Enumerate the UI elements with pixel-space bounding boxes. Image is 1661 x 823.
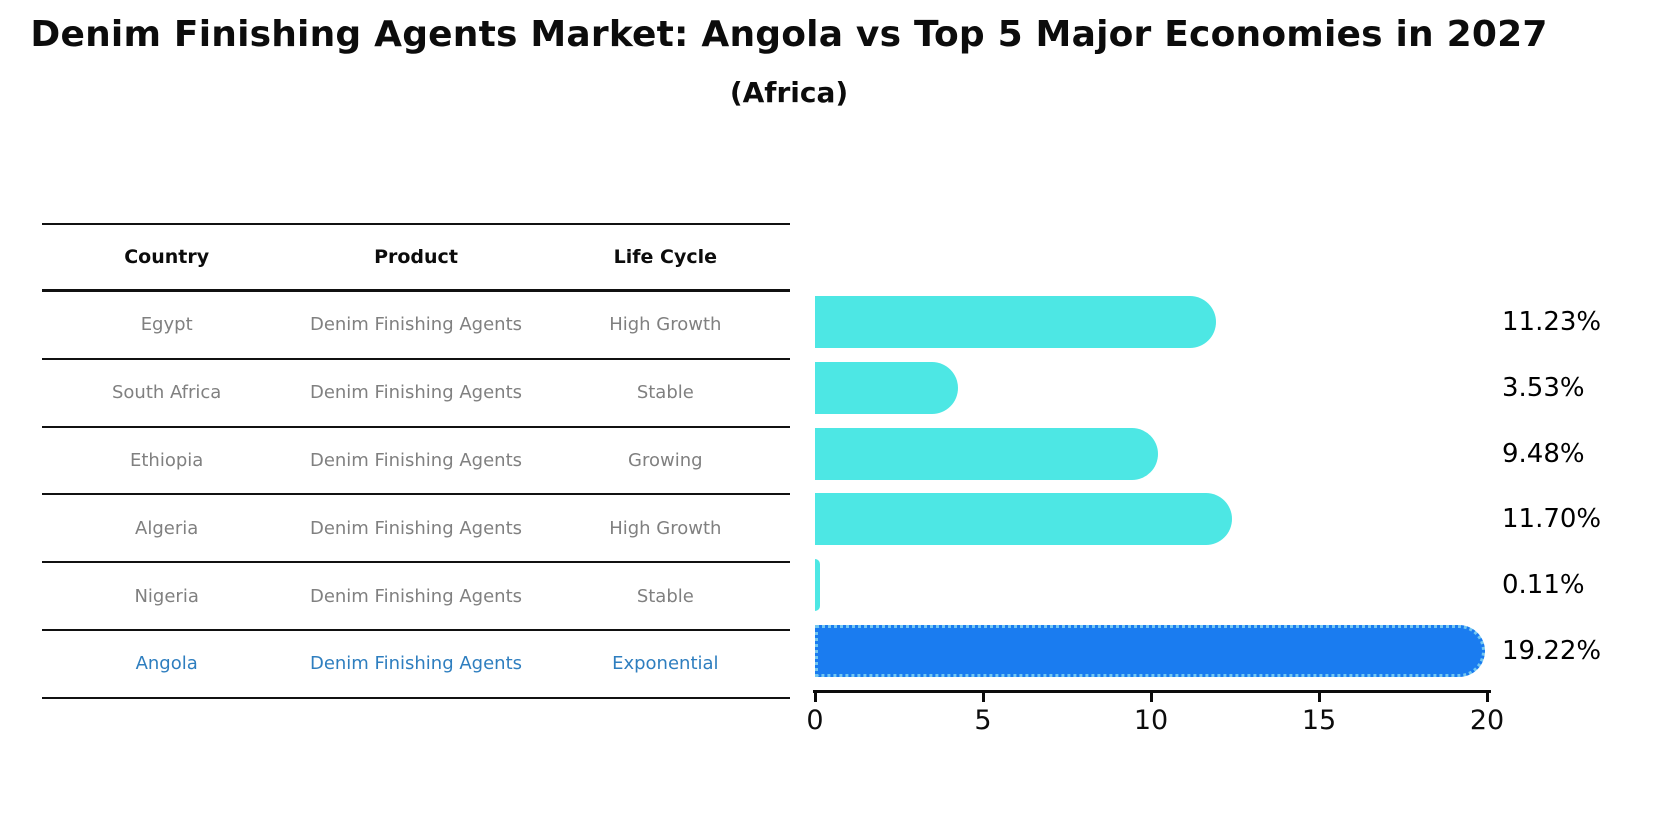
cell-country-ethiopia: Ethiopia <box>130 449 204 471</box>
x-axis-tick-5 <box>981 693 985 702</box>
cell-country-egypt: Egypt <box>140 314 193 336</box>
x-axis-line <box>813 690 1491 693</box>
bar-algeria <box>815 493 1233 546</box>
chart-title: Denim Finishing Agents Market: Angola vs… <box>30 14 1548 55</box>
cell-product-nigeria: Denim Finishing Agents <box>309 585 523 607</box>
cell-product-angola: Denim Finishing Agents <box>309 653 523 675</box>
comparison-table: Country Product Life Cycle Egypt Denim Finis… <box>42 223 790 699</box>
table-row-ethiopia: Ethiopia Denim Finishing Agents Growing <box>42 428 790 496</box>
cell-product-ethiopia: Denim Finishing Agents <box>309 449 523 471</box>
column-header-product: Product <box>374 246 458 268</box>
chart-subtitle: (Africa) <box>729 76 849 109</box>
table-header-row: Country Product Life Cycle <box>42 225 790 292</box>
cell-country-angola: Angola <box>135 653 198 675</box>
value-label-ethiopia: 9.48% <box>1502 438 1585 469</box>
cell-product-south-africa: Denim Finishing Agents <box>309 382 523 404</box>
cell-country-south-africa: South Africa <box>111 382 222 404</box>
table-row-south-africa: South Africa Denim Finishing Agents Stable <box>42 360 790 428</box>
x-axis-ticklabel-10: 10 <box>1133 705 1169 736</box>
table-row-egypt: Egypt Denim Finishing Agents High Growth <box>42 292 790 360</box>
cell-life-cycle-ethiopia: Growing <box>628 449 703 471</box>
value-label-egypt: 11.23% <box>1502 307 1602 337</box>
value-label-algeria: 11.70% <box>1502 504 1602 535</box>
x-axis-ticklabel-15: 15 <box>1301 705 1337 736</box>
cell-product-algeria: Denim Finishing Agents <box>309 517 523 539</box>
bar-nigeria <box>815 559 821 612</box>
column-header-life-cycle: Life Cycle <box>613 246 718 268</box>
x-axis-tick-0 <box>813 693 817 702</box>
cell-life-cycle-algeria: High Growth <box>609 517 722 539</box>
bar-egypt <box>815 296 1217 348</box>
cell-life-cycle-egypt: High Growth <box>609 314 722 336</box>
value-label-nigeria: 0.11% <box>1502 570 1585 601</box>
x-axis-tick-20 <box>1485 693 1489 702</box>
cell-life-cycle-south-africa: Stable <box>636 382 694 404</box>
table-row-algeria: Algeria Denim Finishing Agents High Growth <box>42 495 790 564</box>
cell-country-nigeria: Nigeria <box>134 585 199 607</box>
cell-life-cycle-nigeria: Stable <box>636 585 694 607</box>
x-axis-ticklabel-0: 0 <box>806 705 824 736</box>
x-axis-ticklabel-5: 5 <box>974 705 992 736</box>
column-header-country: Country <box>124 246 210 268</box>
bar-angola <box>815 625 1485 677</box>
table-row-nigeria: Nigeria Denim Finishing Agents Stable <box>42 563 790 631</box>
value-label-angola: 19.22% <box>1502 636 1602 666</box>
value-label-south-africa: 3.53% <box>1502 372 1585 403</box>
cell-product-egypt: Denim Finishing Agents <box>309 314 523 336</box>
x-axis-tick-15 <box>1317 693 1321 702</box>
x-axis-tick-10 <box>1149 693 1153 702</box>
bar-ethiopia <box>815 427 1158 480</box>
bar-south-africa <box>815 361 958 414</box>
table-row-angola: Angola Denim Finishing Agents Exponential <box>42 631 790 699</box>
cell-country-algeria: Algeria <box>135 517 199 539</box>
x-axis-ticklabel-20: 20 <box>1469 705 1505 736</box>
cell-life-cycle-angola: Exponential <box>612 653 719 675</box>
